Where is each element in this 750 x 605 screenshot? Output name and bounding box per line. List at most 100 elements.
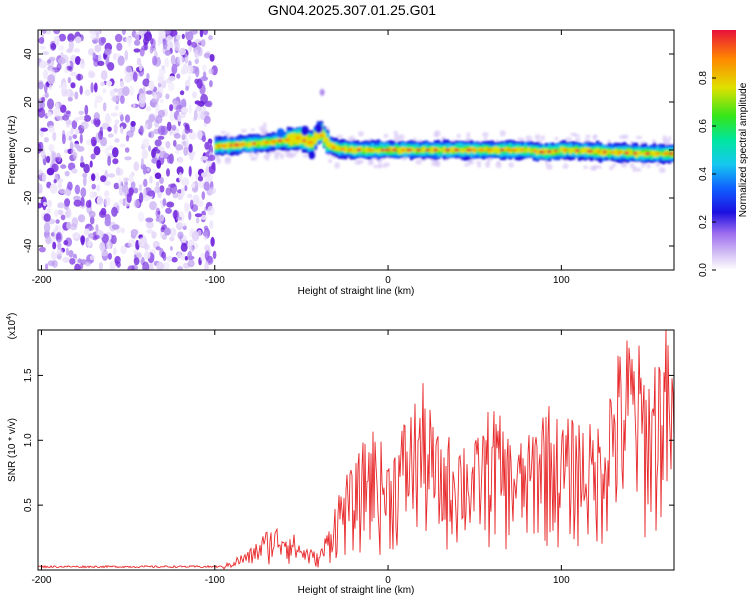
noise-blob [42, 173, 47, 183]
noise-blob [83, 163, 90, 174]
signal-band-segment [295, 134, 300, 145]
noise-blob [41, 96, 46, 103]
noise-blob [55, 224, 59, 232]
noise-blob [94, 100, 98, 109]
noise-blob [204, 244, 211, 252]
noise-blob [68, 250, 74, 258]
noise-blob [123, 177, 129, 183]
noise-blob [146, 167, 150, 172]
noise-blob [156, 261, 165, 270]
noise-blob [194, 39, 202, 44]
noise-blob [66, 221, 72, 230]
signal-halo-dot [434, 130, 441, 138]
signal-peak [239, 143, 246, 146]
noise-blob [70, 91, 74, 97]
signal-band-segment [637, 150, 642, 156]
signal-peak [340, 147, 345, 151]
signal-halo-dot [216, 158, 221, 163]
signal-peak [445, 148, 451, 152]
noise-blob [130, 229, 139, 236]
signal-blob [300, 125, 309, 136]
snr-x-label: Height of straight line (km) [298, 585, 415, 596]
noise-blob [94, 172, 100, 181]
signal-peak [465, 148, 473, 152]
noise-blob [108, 145, 114, 151]
noise-blob [83, 114, 92, 122]
signal-peak [295, 136, 301, 140]
noise-blob [158, 75, 163, 84]
signal-peak [538, 150, 546, 154]
noise-blob [74, 91, 79, 100]
noise-blob [111, 206, 118, 217]
noise-blob [208, 68, 214, 75]
noise-blob [61, 82, 68, 90]
noise-blob [155, 181, 160, 188]
signal-peak [617, 151, 622, 154]
noise-blob [55, 102, 59, 113]
signal-halo-dot [618, 135, 626, 140]
noise-blob [165, 93, 170, 100]
noise-blob [187, 39, 192, 46]
noise-blob [173, 139, 177, 147]
noise-blob [125, 65, 132, 73]
noise-blob [100, 250, 108, 257]
noise-blob [38, 31, 41, 38]
signal-peak [624, 151, 630, 155]
noise-blob [57, 209, 64, 216]
noise-blob [159, 177, 164, 184]
noise-blob [177, 114, 181, 122]
noise-blob [175, 34, 181, 41]
signal-band-segment [442, 147, 447, 154]
signal-band-segment [649, 151, 654, 155]
noise-blob [121, 30, 126, 36]
snr-line [38, 330, 674, 570]
signal-halo-dot [415, 159, 422, 165]
y-tick-label: 0 [23, 147, 34, 153]
signal-blob [314, 123, 323, 134]
signal-band-segment [580, 148, 585, 154]
spectrogram-x-label: Height of straight line (km) [298, 286, 415, 297]
noise-blob [173, 133, 181, 139]
noise-blob [84, 104, 89, 116]
noise-blob [80, 187, 87, 198]
noise-blob [138, 211, 145, 222]
noise-blob [165, 187, 172, 196]
noise-blob [79, 85, 83, 95]
noise-blob [138, 192, 144, 204]
noise-blob [45, 30, 52, 35]
signal-band-segment [439, 149, 444, 151]
noise-blob [200, 252, 205, 262]
signal-band-segment [493, 146, 498, 153]
noise-blob [54, 209, 59, 217]
noise-blob [62, 256, 70, 263]
noise-blob [184, 255, 188, 261]
noise-blob [46, 111, 52, 117]
signal-peak [401, 148, 405, 152]
spectrogram-noise-region [38, 30, 218, 270]
noise-blob [64, 198, 71, 207]
snr-series [38, 330, 674, 570]
noise-blob [47, 98, 54, 110]
signal-peak [331, 146, 336, 149]
signal-peak [307, 141, 314, 144]
signal-band-segment [418, 149, 423, 152]
signal-halo-dot [573, 134, 580, 137]
noise-blob [87, 70, 95, 79]
noise-blob [38, 169, 43, 176]
noise-blob [66, 65, 72, 71]
signal-peak [406, 148, 413, 152]
signal-halo-dot [508, 162, 515, 168]
noise-blob [211, 162, 216, 170]
noise-blob [201, 64, 207, 72]
signal-band-segment [544, 148, 549, 154]
noise-blob [93, 118, 97, 126]
noise-blob [51, 151, 57, 160]
signal-halo-dot [398, 134, 405, 140]
noise-blob [154, 172, 162, 180]
signal-peak [270, 140, 277, 143]
noise-blob [119, 198, 124, 205]
noise-blob [194, 213, 203, 218]
signal-halo-dot [545, 159, 549, 166]
noise-blob [78, 115, 85, 121]
